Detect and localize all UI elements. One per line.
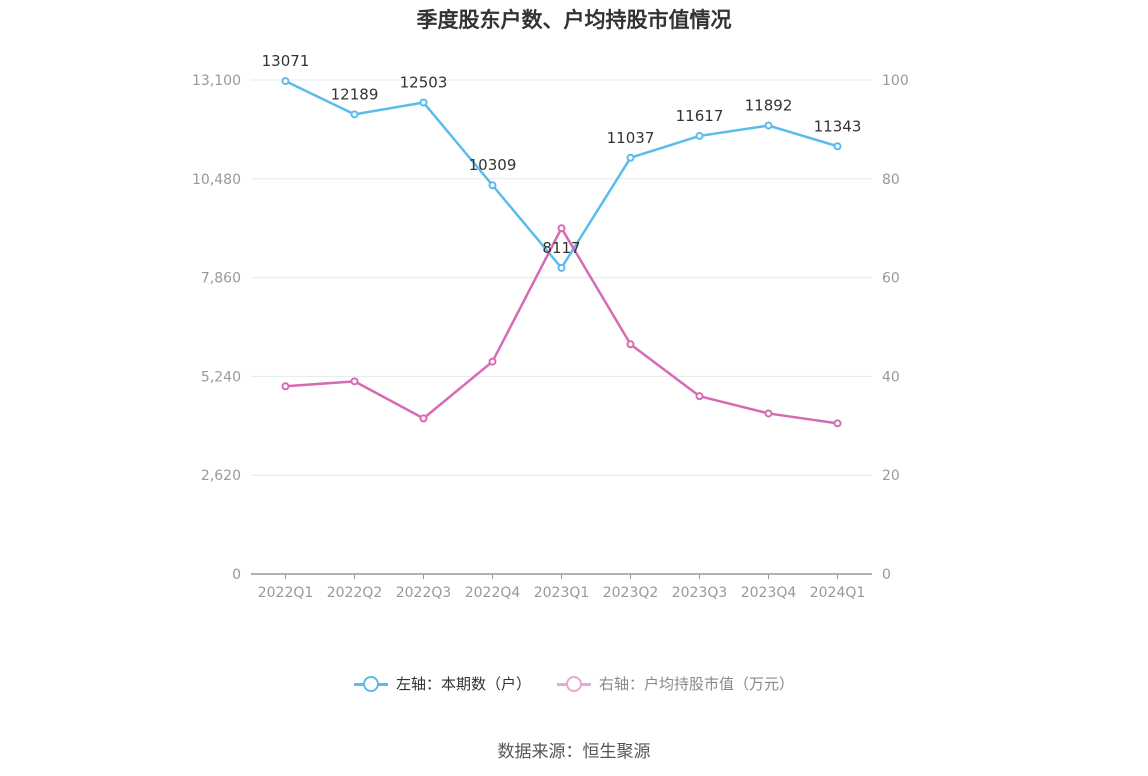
legend: 左轴：本期数（户） 右轴：户均持股市值（万元） xyxy=(0,673,1148,694)
x-axis-tick-label: 2023Q3 xyxy=(672,585,728,601)
data-point-left xyxy=(281,77,290,86)
data-point-right xyxy=(764,409,773,418)
legend-label-left: 左轴：本期数（户） xyxy=(395,675,531,693)
data-label: 11617 xyxy=(676,107,724,125)
x-axis-tick-label: 2023Q4 xyxy=(741,585,797,601)
left-axis-tick-label: 5,240 xyxy=(201,369,241,385)
data-label: 10309 xyxy=(469,156,517,174)
data-point-left xyxy=(626,153,635,162)
source-note: 数据来源：恒生聚源 xyxy=(497,742,651,762)
legend-item-left[interactable]: 左轴：本期数（户） xyxy=(353,673,531,694)
right-axis-tick-label: 40 xyxy=(882,369,900,385)
data-labels: 13071 12189 12503 10309 8117 11037 11617 11892 1… xyxy=(262,52,862,257)
data-label: 11892 xyxy=(745,97,793,115)
x-axis-tick-label: 2022Q3 xyxy=(396,585,452,601)
data-point-left xyxy=(557,263,566,272)
legend-marker-left-icon xyxy=(353,675,388,693)
chart-title: 季度股东户数、户均持股市值情况 xyxy=(416,8,732,32)
x-axis-tick-label: 2022Q1 xyxy=(258,585,314,601)
axes: 0 0 2,620 20 5,240 40 7,860 60 10,480 80 13,100 100… xyxy=(192,73,909,601)
left-axis-tick-label: 7,860 xyxy=(201,271,241,287)
data-point-right xyxy=(695,392,704,401)
grid-lines xyxy=(251,79,872,476)
left-axis-tick-label: 10,480 xyxy=(192,172,241,188)
right-axis-tick-label: 0 xyxy=(882,567,891,583)
data-point-left xyxy=(833,142,842,151)
data-point-left xyxy=(488,181,497,190)
data-point-right xyxy=(557,224,566,233)
data-point-right xyxy=(488,357,497,366)
data-point-left xyxy=(350,110,359,119)
data-point-right xyxy=(281,382,290,391)
data-label: 8117 xyxy=(542,239,580,257)
right-axis-tick-label: 60 xyxy=(882,271,900,287)
legend-label-right: 右轴：户均持股市值（万元） xyxy=(599,675,795,693)
right-axis-tick-label: 20 xyxy=(882,468,900,484)
series-lines xyxy=(281,77,842,428)
x-axis-tick-label: 2022Q2 xyxy=(327,585,383,601)
legend-marker-right-icon xyxy=(557,675,591,693)
right-axis-tick-label: 80 xyxy=(882,172,900,188)
data-point-left xyxy=(419,98,428,107)
data-point-right xyxy=(419,414,428,423)
data-label: 11037 xyxy=(607,129,655,147)
left-axis-tick-label: 2,620 xyxy=(201,468,241,484)
data-label: 12503 xyxy=(400,74,448,92)
left-axis-tick-label: 0 xyxy=(232,567,241,583)
data-point-right xyxy=(626,340,635,349)
legend-item-right[interactable]: 右轴：户均持股市值（万元） xyxy=(557,673,794,694)
right-axis-tick-label: 100 xyxy=(882,73,909,89)
x-axis-tick-label: 2023Q2 xyxy=(603,585,659,601)
x-axis-tick-label: 2022Q4 xyxy=(465,585,521,601)
left-axis-tick-label: 13,100 xyxy=(192,73,241,89)
data-point-right xyxy=(833,419,842,428)
data-label: 12189 xyxy=(331,85,379,103)
data-point-left xyxy=(764,121,773,130)
data-label: 11343 xyxy=(814,117,862,135)
x-axis-tick-label: 2023Q1 xyxy=(534,585,590,601)
data-point-right xyxy=(350,377,359,386)
data-point-left xyxy=(695,131,704,140)
x-axis-tick-label: 2024Q1 xyxy=(810,585,866,601)
series-line-right xyxy=(285,226,838,425)
data-label: 13071 xyxy=(262,52,310,70)
